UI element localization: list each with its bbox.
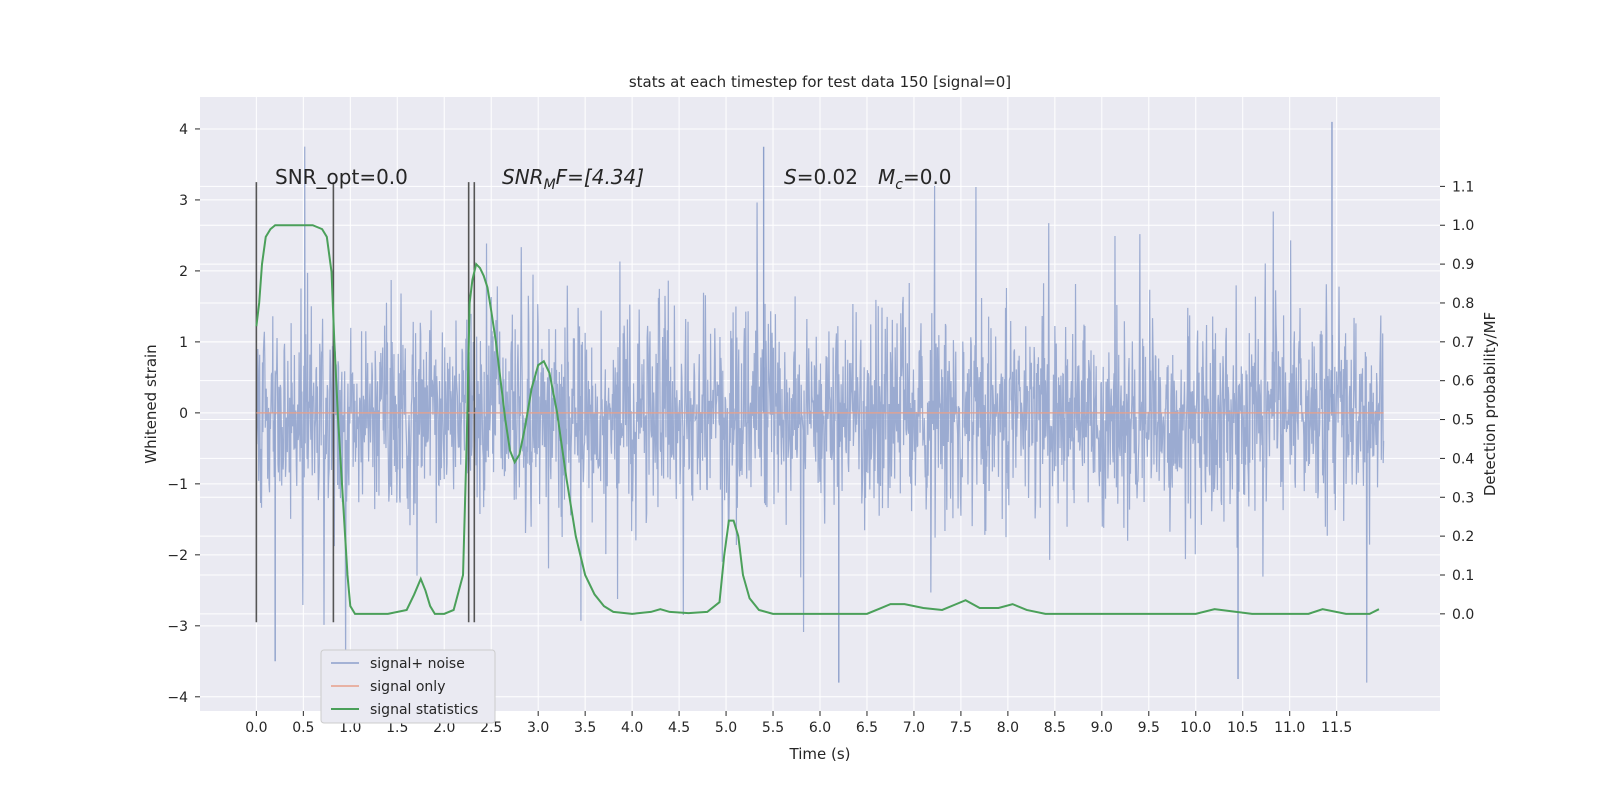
left-y-tick-label: −3 <box>167 619 188 635</box>
x-tick-label: 0.0 <box>245 720 267 736</box>
x-tick-label: 9.5 <box>1138 720 1160 736</box>
statistics-line <box>255 224 1380 615</box>
x-axis-label: Time (s) <box>789 745 851 763</box>
mc-prefix: M <box>878 165 895 189</box>
right-y-tick-label: 1.1 <box>1452 179 1474 195</box>
s-prefix: S <box>784 165 797 189</box>
left-y-tick-label: 0 <box>179 406 188 422</box>
x-tick-label: 1.0 <box>339 720 361 736</box>
right-y-tick-label: 0.1 <box>1452 568 1474 584</box>
snr-mf-value: F=[4.34] <box>556 165 644 189</box>
right-y-tick-label: 0.5 <box>1452 413 1474 429</box>
mc-annotation: Mc=0.0 <box>878 165 952 193</box>
x-axis-ticks: 0.0 0.5 1.0 1.5 2.0 2.5 3.0 3.5 4.0 4.5 5.0 5.5 6.0 6… <box>245 711 1352 736</box>
snr-mf-prefix: SNR <box>502 165 544 189</box>
vertical-markers <box>255 182 476 623</box>
s-value: =0.02 <box>797 165 858 189</box>
x-tick-label: 0.5 <box>292 720 314 736</box>
left-y-tick-label: 4 <box>179 122 188 138</box>
right-y-tick-label: 0.9 <box>1452 257 1474 273</box>
snr-mf-subscript: M <box>544 177 556 193</box>
x-tick-label: 6.0 <box>809 720 831 736</box>
noise-line <box>255 146 1385 683</box>
x-tick-label: 11.0 <box>1274 720 1305 736</box>
right-y-tick-label: 0.2 <box>1452 529 1474 545</box>
legend-label-statistics: signal statistics <box>370 702 478 718</box>
snr-mf-annotation: SNRMF=[4.34] <box>502 165 644 193</box>
x-tick-label: 1.5 <box>386 720 408 736</box>
right-y-tick-label: 0.8 <box>1452 296 1474 312</box>
x-tick-label: 4.5 <box>668 720 690 736</box>
x-tick-label: 5.0 <box>715 720 737 736</box>
left-y-tick-label: 2 <box>179 264 188 280</box>
right-y-tick-label: 0.4 <box>1452 451 1474 467</box>
x-tick-label: 11.5 <box>1321 720 1352 736</box>
left-y-tick-label: −2 <box>167 548 188 564</box>
left-y-tick-label: −4 <box>167 690 188 706</box>
left-y-axis-ticks: 4 3 2 1 0 −1 −2 −3 −4 <box>167 122 200 706</box>
snr-opt-annotation: SNR_opt=0.0 <box>275 165 408 189</box>
right-y-tick-label: 0.6 <box>1452 374 1474 390</box>
x-tick-label: 8.5 <box>1044 720 1066 736</box>
right-y-axis-label: Detection probability/MF <box>1481 312 1499 496</box>
left-y-axis-label: Whitened strain <box>142 344 160 463</box>
mc-subscript: c <box>895 177 903 193</box>
x-tick-label: 5.5 <box>762 720 784 736</box>
left-y-tick-label: −1 <box>167 477 188 493</box>
x-tick-label: 7.5 <box>950 720 972 736</box>
signal-statistics-series <box>255 224 1380 615</box>
chart-title: stats at each timestep for test data 150… <box>629 73 1011 91</box>
legend-box <box>320 649 496 724</box>
right-y-tick-label: 1.0 <box>1452 218 1474 234</box>
x-tick-label: 6.5 <box>856 720 878 736</box>
x-tick-label: 7.0 <box>903 720 925 736</box>
x-tick-label: 10.5 <box>1227 720 1258 736</box>
x-tick-label: 9.0 <box>1091 720 1113 736</box>
s-annotation: S=0.02 <box>784 165 858 189</box>
x-tick-label: 2.0 <box>433 720 455 736</box>
right-y-tick-label: 0.3 <box>1452 490 1474 506</box>
x-tick-label: 3.5 <box>574 720 596 736</box>
x-tick-label: 4.0 <box>621 720 643 736</box>
x-tick-label: 3.0 <box>527 720 549 736</box>
mc-value: =0.0 <box>903 165 952 189</box>
legend: signal+ noise signal only signal statist… <box>320 649 496 724</box>
x-tick-label: 10.0 <box>1180 720 1211 736</box>
left-y-tick-label: 1 <box>179 335 188 351</box>
right-y-axis-ticks: 1.1 1.0 0.9 0.8 0.7 0.6 0.5 0.4 0.3 0.2 0.1 0.0 <box>1440 179 1474 623</box>
left-y-tick-label: 3 <box>179 193 188 209</box>
signal-noise-series <box>255 121 1385 683</box>
right-y-tick-label: 0.0 <box>1452 607 1474 623</box>
x-tick-label: 2.5 <box>480 720 502 736</box>
legend-label-signal-only: signal only <box>370 679 445 695</box>
legend-label-noise: signal+ noise <box>370 656 465 672</box>
x-tick-label: 8.0 <box>997 720 1019 736</box>
right-y-tick-label: 0.7 <box>1452 335 1474 351</box>
